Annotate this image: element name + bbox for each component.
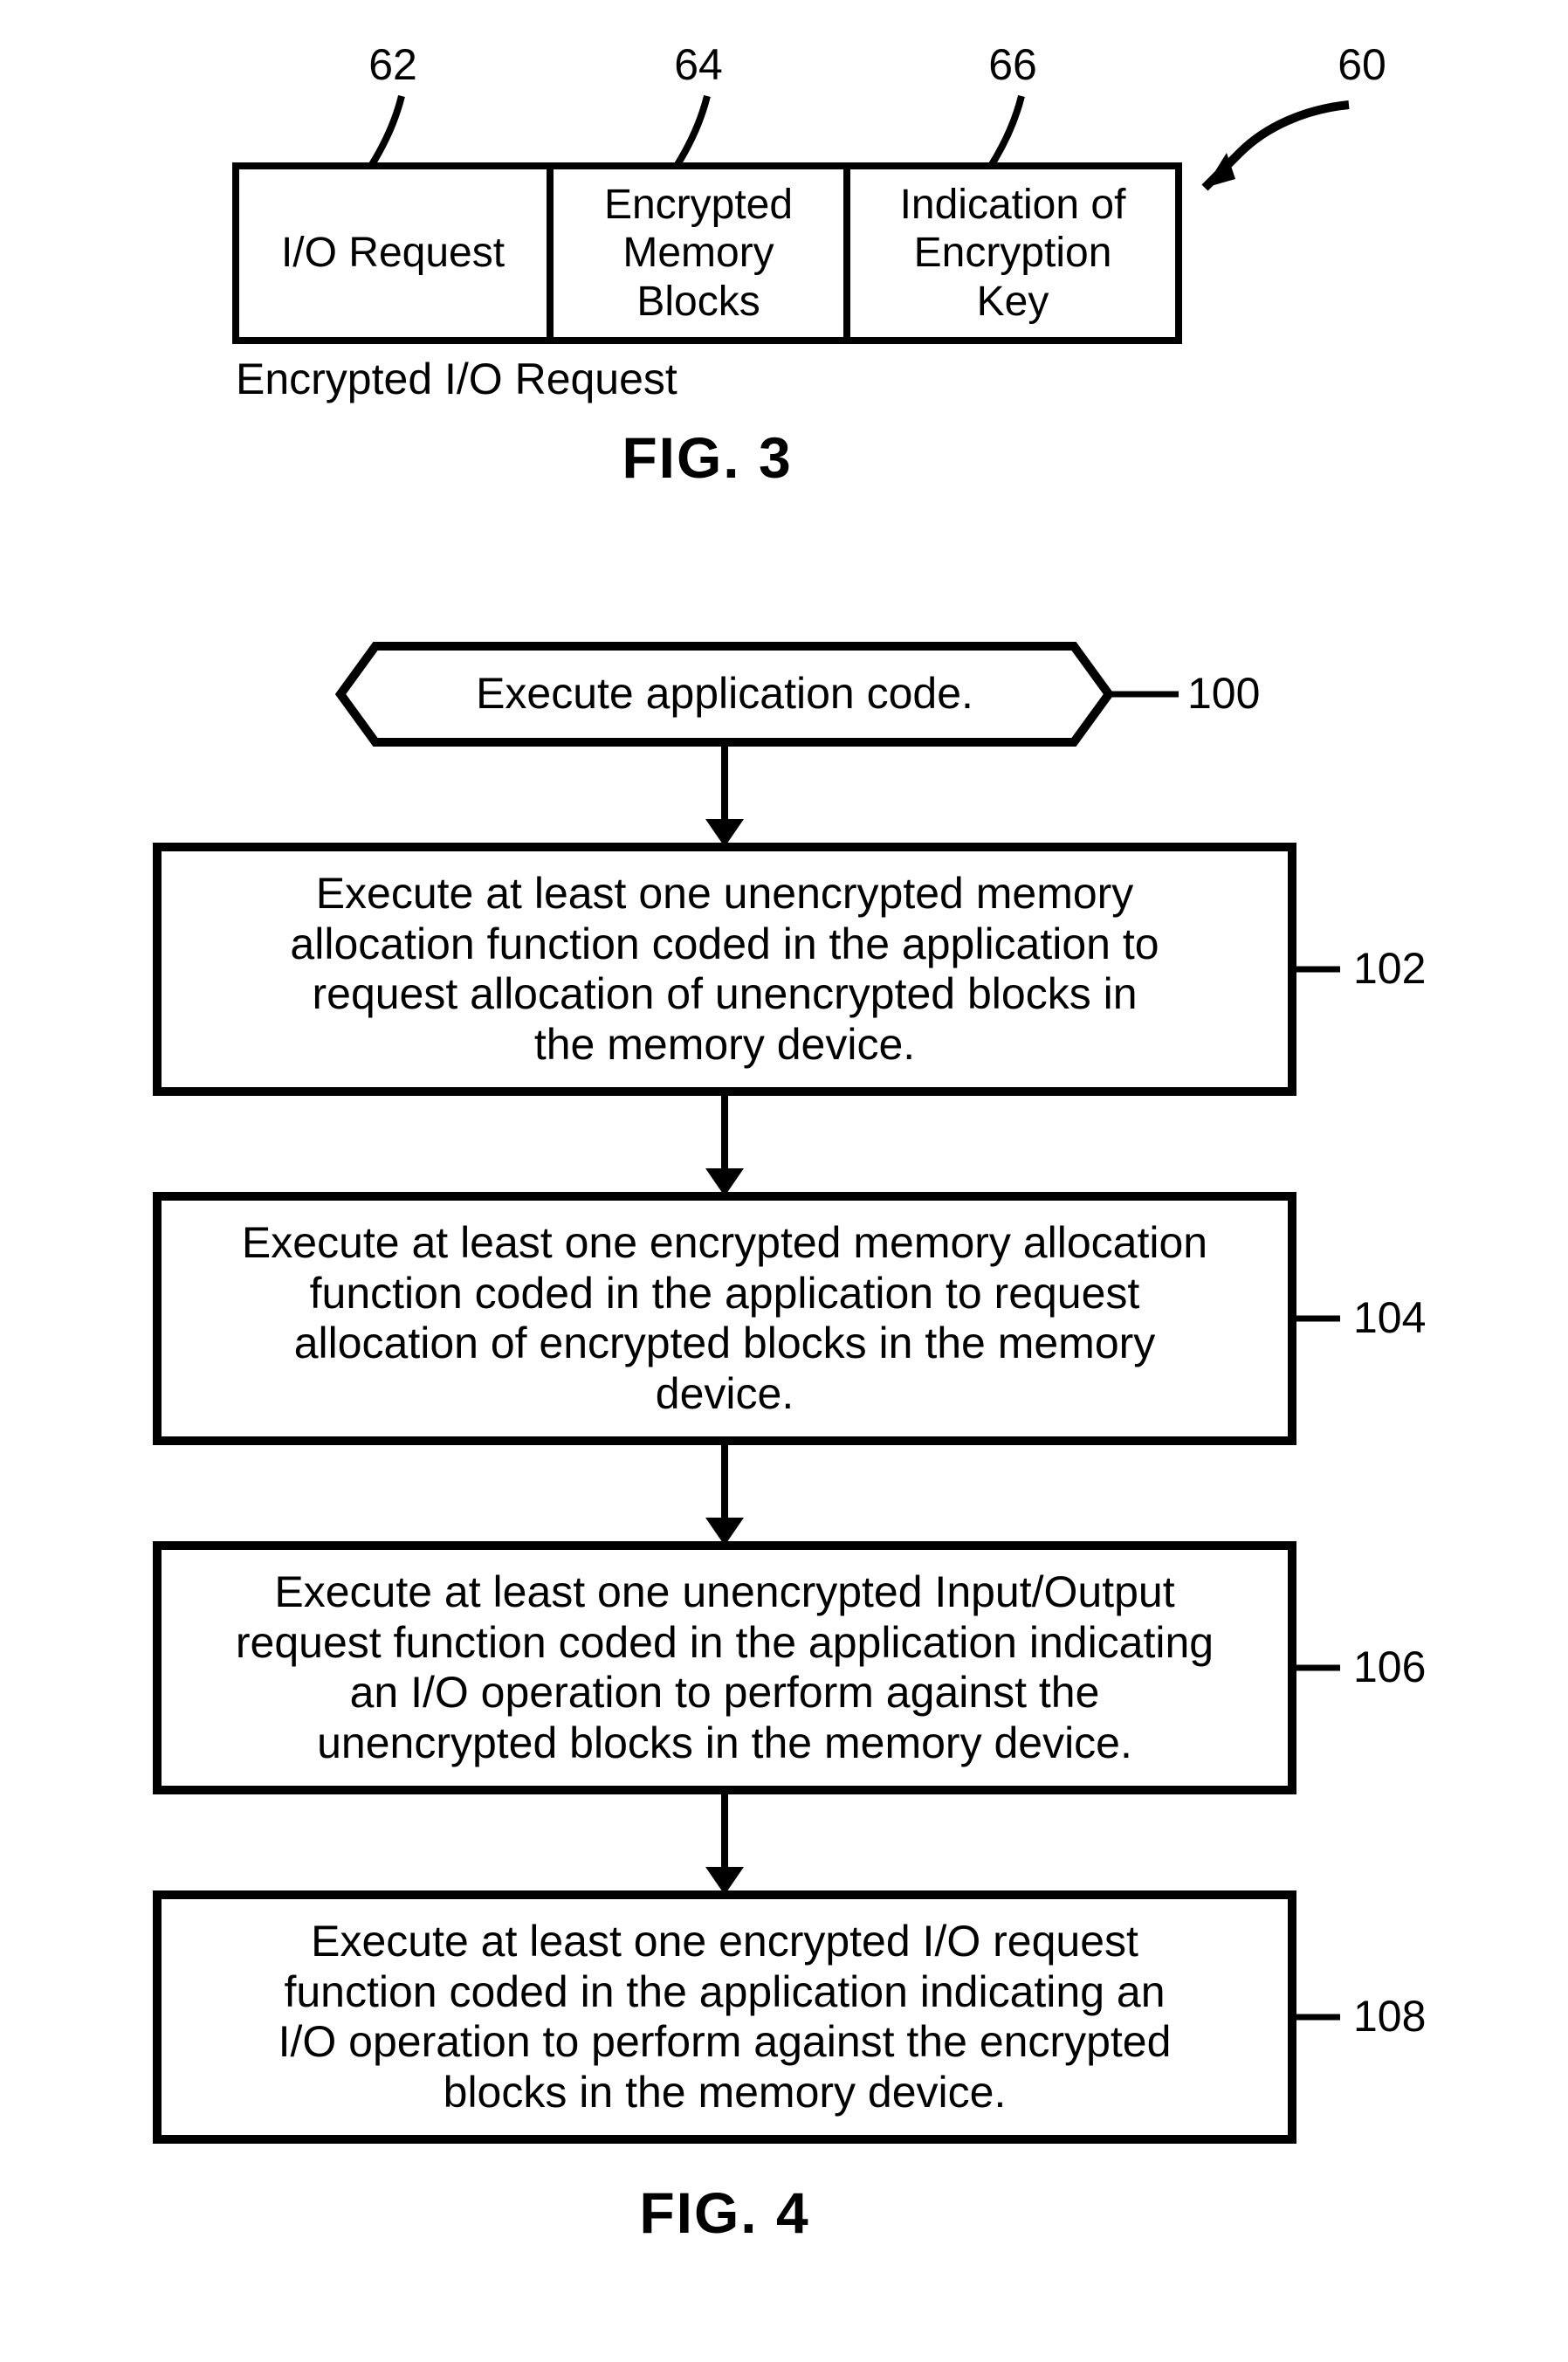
fig3-ref-tick	[371, 96, 402, 166]
fig3-ref-66: 66	[960, 39, 1065, 92]
fig4-ref-102: 102	[1353, 943, 1475, 995]
fig3-caption: Encrypted I/O Request	[236, 354, 760, 406]
fig3-ref-64: 64	[646, 39, 751, 92]
fig4-step-text-102: Execute at least one unencrypted memory …	[175, 847, 1275, 1091]
fig3-ref-62: 62	[340, 39, 445, 92]
fig4-label: FIG. 4	[157, 2174, 1292, 2253]
fig3-cell-2: Indication of Encryption Key	[847, 166, 1179, 341]
fig4-step-text-104: Execute at least one encrypted memory al…	[175, 1196, 1275, 1441]
fig3-cell-0: I/O Request	[236, 166, 550, 341]
fig3-ref-60: 60	[1318, 39, 1406, 92]
fig3-label: FIG. 3	[236, 424, 1179, 493]
fig4-ref-108: 108	[1353, 1991, 1475, 2043]
fig4-ref-106: 106	[1353, 1642, 1475, 1694]
fig3-ref-tick	[677, 96, 707, 166]
fig4-ref-104: 104	[1353, 1292, 1475, 1345]
fig3-cell-1: Encrypted Memory Blocks	[550, 166, 847, 341]
fig4-step-text-108: Execute at least one encrypted I/O reque…	[175, 1895, 1275, 2139]
fig4-start-text: Execute application code.	[340, 646, 1109, 742]
fig4-step-text-106: Execute at least one unencrypted Input/O…	[175, 1546, 1275, 1790]
fig4-ref-100: 100	[1187, 668, 1292, 720]
fig3-ref-tick	[991, 96, 1021, 166]
